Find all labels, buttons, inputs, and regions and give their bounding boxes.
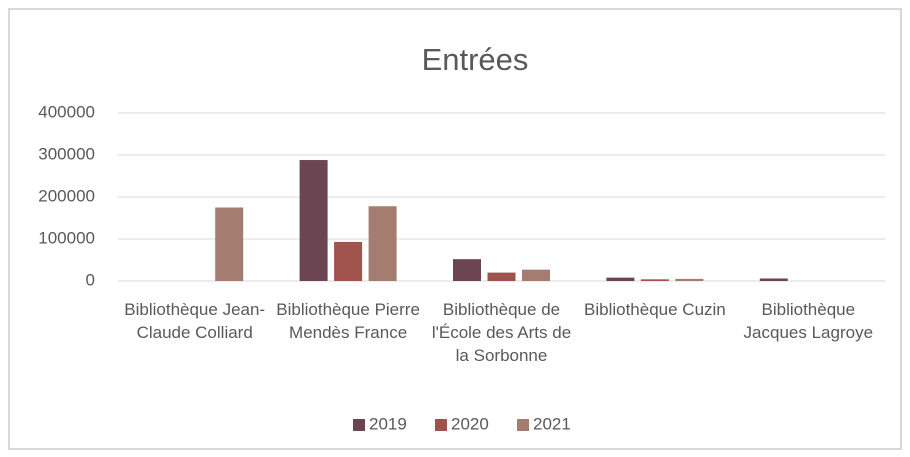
bar xyxy=(368,206,397,281)
bar xyxy=(675,278,704,281)
bar xyxy=(215,207,244,281)
legend-swatch xyxy=(435,419,447,431)
x-tick-label: Bibliothèque Pierre Mendès France xyxy=(276,300,420,342)
y-tick-label: 100000 xyxy=(38,228,95,247)
bar xyxy=(487,272,516,281)
chart-title: Entrées xyxy=(422,42,529,77)
bar xyxy=(453,259,481,281)
bar xyxy=(522,269,550,281)
legend-label: 2021 xyxy=(533,414,571,433)
legend-swatch xyxy=(353,419,365,431)
x-tick-label: Bibliothèque Cuzin xyxy=(584,300,726,319)
chart-border xyxy=(8,8,902,450)
y-tick-label: 400000 xyxy=(38,102,95,121)
bar xyxy=(606,277,635,281)
bar xyxy=(640,279,669,281)
y-tick-label: 200000 xyxy=(38,186,95,205)
legend-swatch xyxy=(517,419,529,431)
legend-label: 2019 xyxy=(369,414,407,433)
y-tick-label: 300000 xyxy=(38,144,95,163)
y-tick-label: 0 xyxy=(86,270,95,289)
bar xyxy=(299,160,328,281)
x-tick-label: Bibliothèque de l'École des Arts de la S… xyxy=(431,300,572,365)
bar xyxy=(334,241,363,281)
x-tick-label: Bibliothèque Jean-Claude Colliard xyxy=(124,300,266,342)
legend-label: 2020 xyxy=(451,414,489,433)
x-tick-label: Bibliothèque Jacques Lagroye xyxy=(743,300,874,342)
bar xyxy=(759,278,788,281)
